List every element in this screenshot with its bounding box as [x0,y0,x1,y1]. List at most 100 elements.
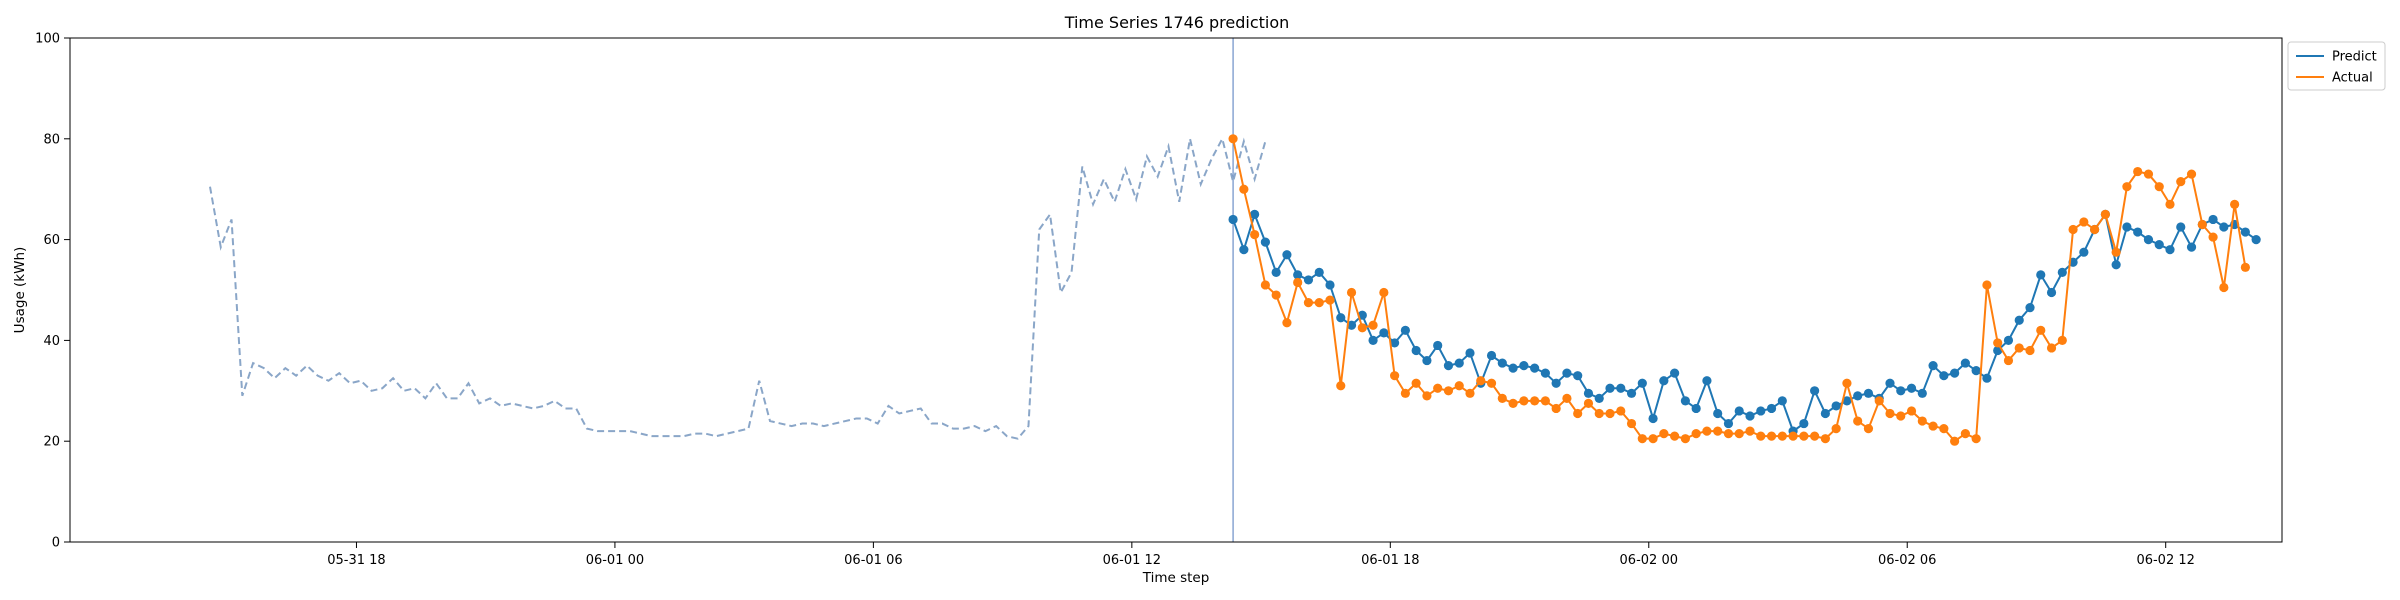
data-point [1239,184,1249,194]
data-point [2133,227,2143,237]
data-point [2122,222,2132,232]
data-point [2090,224,2100,235]
data-point [1228,134,1238,144]
data-point [1950,368,1960,378]
data-point [1960,358,1970,368]
data-point [1325,295,1335,305]
data-point [2230,199,2240,209]
data-point [2046,287,2057,298]
data-point [2079,217,2089,227]
data-point [1486,350,1497,361]
data-point [1960,429,1970,439]
legend-label: Predict [2332,50,2377,65]
data-point [1670,368,1680,378]
data-point [1745,426,1755,436]
data-point [1508,398,1518,408]
x-tick-label: 06-02 12 [2136,553,2194,568]
data-point [2219,222,2229,232]
data-point [1863,424,1874,434]
data-point [1508,363,1518,373]
data-point [2036,325,2046,335]
data-point [2003,335,2014,345]
data-point [1950,436,1960,446]
data-point [1573,408,1583,419]
data-point [2079,247,2089,257]
data-point [1637,434,1647,444]
data-point [1853,416,1863,426]
data-point [1799,418,1809,429]
data-point [2122,182,2132,192]
data-point [1228,214,1238,225]
data-point [1303,275,1314,285]
data-point [1777,431,1787,441]
data-point [2219,282,2229,293]
data-point [1680,396,1690,406]
data-point [2143,235,2154,245]
data-point [1874,396,1884,406]
data-point [1271,290,1281,300]
data-point [1777,396,1787,406]
data-point [1939,424,1949,434]
plot-area-frame [69,37,2283,543]
data-point [1368,320,1378,330]
data-point [1993,338,2003,348]
data-point [1691,429,1701,439]
data-point [1917,416,1927,426]
data-point [1465,388,1475,398]
data-point [1917,388,1927,398]
data-point [2176,177,2186,187]
data-point [1346,320,1357,330]
data-point [2197,219,2207,230]
data-point [1723,418,1734,429]
series-actual [1228,134,2250,446]
data-point [1594,393,1604,403]
data-point [2025,345,2035,356]
data-point [1648,434,1658,444]
data-point [1928,361,1938,371]
data-point [1659,376,1669,386]
data-point [1433,340,1443,351]
data-point [1788,431,1798,441]
x-tick-label: 06-01 12 [1103,553,1161,568]
data-point [1637,378,1647,388]
data-point [1573,371,1583,381]
data-point [1314,267,1324,277]
data-point [1810,386,1820,396]
data-point [1260,237,1270,247]
data-point [1853,391,1863,401]
data-point [1885,378,1895,388]
data-point [1939,371,1949,381]
y-axis-label: Usage (kWh) [12,247,28,334]
data-point [1433,383,1443,393]
data-point [1497,393,1507,403]
data-point [2057,267,2067,277]
data-point [1336,313,1346,323]
data-point [1626,418,1637,429]
y-tick-label: 40 [43,334,60,349]
data-point [1605,383,1615,393]
data-point [1357,323,1367,333]
data-point [1476,376,1486,386]
data-point [2133,166,2143,177]
data-point [1400,325,1410,335]
data-point [1756,406,1766,416]
data-point [2240,262,2250,272]
data-point [2111,260,2121,270]
data-point [1734,406,1744,416]
legend-label: Actual [2332,71,2373,86]
data-point [1282,318,1292,328]
data-point [1250,229,1260,240]
data-point [1540,368,1550,378]
data-point [1530,396,1540,406]
data-point [1443,386,1454,396]
data-point [2003,355,2014,366]
data-point [1670,431,1680,441]
data-point [2154,240,2164,250]
data-point [1713,426,1723,436]
data-point [1346,287,1357,298]
data-point [1810,431,1820,441]
data-point [1368,335,1378,345]
y-tick-label: 80 [43,132,60,147]
data-point [2186,169,2197,179]
